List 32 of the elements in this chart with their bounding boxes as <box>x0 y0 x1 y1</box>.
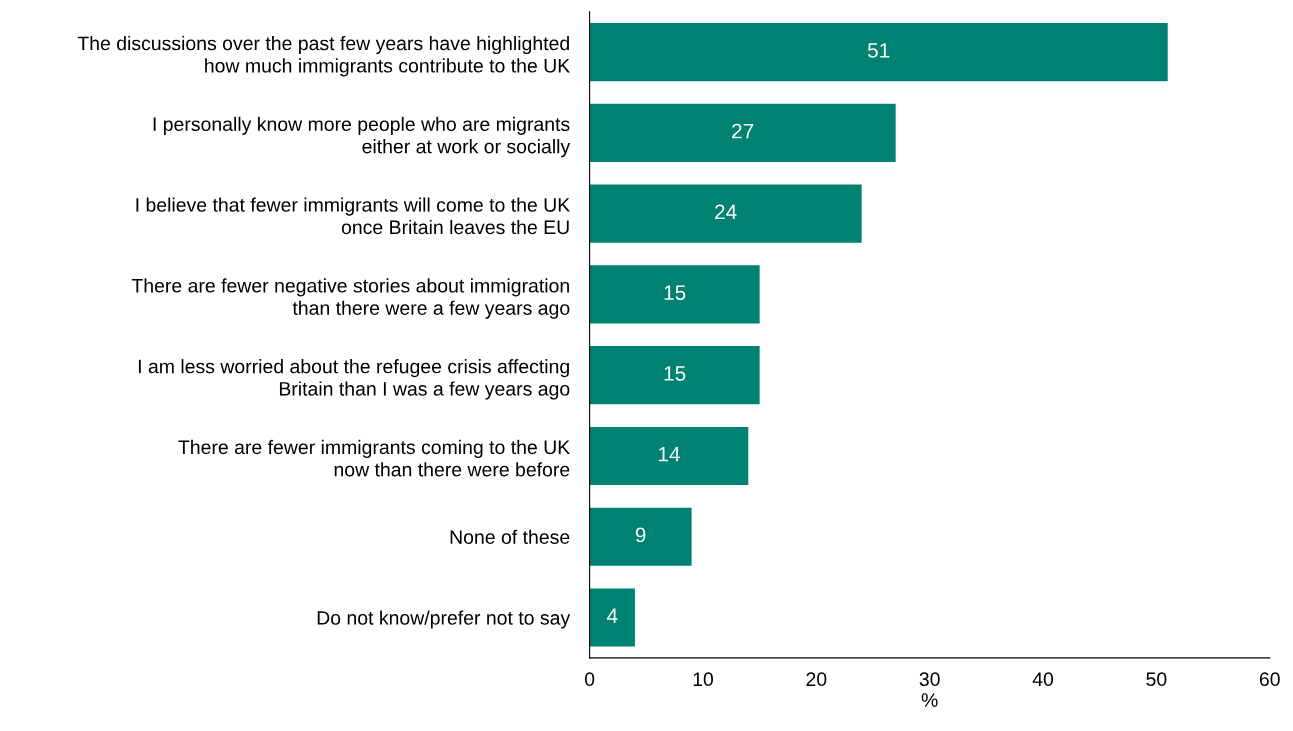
x-tick-label: 30 <box>919 672 940 687</box>
data-label: 24 <box>715 204 737 220</box>
x-tick-label: 0 <box>584 672 595 687</box>
x-axis-title: % <box>921 693 938 707</box>
data-label: 9 <box>635 527 646 543</box>
data-label: 4 <box>606 608 618 623</box>
y-tick-label: I personally know more people who are migrants either at work or socially <box>153 116 571 158</box>
y-tick-label: I am less worried about the refugee crisis affecting Britain than I was a few years ago <box>138 359 570 400</box>
bar <box>589 265 760 324</box>
data-label: 51 <box>867 43 890 58</box>
y-tick-label: There are fewer negative stories about immigration than there were a few years ago <box>131 278 570 319</box>
y-tick-label: None of these <box>450 529 570 544</box>
y-tick-label: I believe that fewer immigrants will come to the UK once Britain leaves the EU <box>136 197 570 235</box>
x-tick-label: 40 <box>1032 672 1054 687</box>
x-tick-label: 60 <box>1259 672 1280 687</box>
y-tick-label: The discussions over the past few years have highlighted how much immigrants contribute to the UK <box>77 35 570 77</box>
y-tick-label: There are fewer immigrants coming to the UK now than there were before <box>178 439 570 477</box>
bar <box>589 507 692 566</box>
data-label: 15 <box>664 285 686 300</box>
x-tick-label: 20 <box>806 672 827 687</box>
data-label: 14 <box>658 447 680 462</box>
bar <box>589 426 749 486</box>
bar <box>589 184 862 243</box>
data-label: 15 <box>664 366 686 381</box>
x-tick-label: 50 <box>1146 672 1167 687</box>
bar <box>589 103 896 162</box>
y-tick-label: Do not know/prefer not to say <box>317 610 571 629</box>
x-tick-label: 10 <box>693 672 714 687</box>
bar <box>589 23 1168 82</box>
data-label: 27 <box>732 123 754 139</box>
bar <box>589 588 635 647</box>
bar <box>589 346 760 405</box>
